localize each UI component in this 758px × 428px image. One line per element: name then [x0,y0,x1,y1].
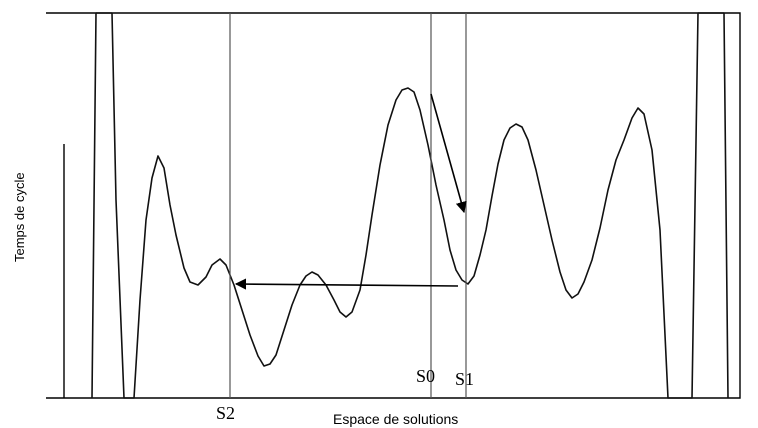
y-axis-label: Temps de cycle [12,172,27,262]
x-axis-label: Espace de solutions [333,411,458,427]
marker-label-s0: S0 [416,366,435,386]
marker-label-s2: S2 [216,403,235,423]
arrow-s1-to-s2 [234,278,459,290]
plot-frame [46,12,741,399]
marker-label-s1: S1 [455,369,474,389]
arrow-s0-to-s1 [430,93,467,214]
cycle-time-curve [91,12,729,399]
